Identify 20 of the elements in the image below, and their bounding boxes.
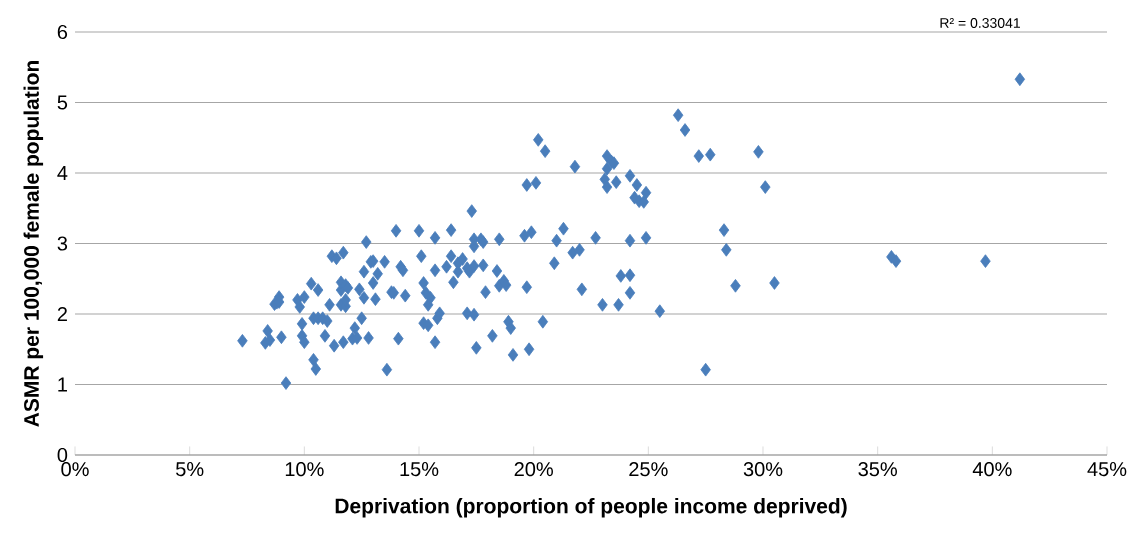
x-tick-label: 10% (285, 462, 324, 477)
x-tick-label: 45% (1087, 462, 1127, 477)
y-tick-label: 3 (57, 236, 68, 251)
x-axis-title: Deprivation (proportion of people income deprived) (335, 497, 847, 518)
y-tick-label: 5 (57, 95, 68, 110)
x-tick-label: 15% (400, 462, 439, 477)
y-tick-label: 1 (58, 377, 67, 392)
x-tick-label: 0% (61, 462, 89, 477)
x-tick-label: 30% (743, 462, 783, 477)
text: R² = 0.33041 (940, 18, 1020, 28)
y-axis-title: ASMR per 100,000 female population (23, 61, 44, 427)
y-tick-label: 4 (57, 166, 68, 180)
x-tick-label: 25% (629, 462, 668, 477)
y-tick-label: 6 (57, 24, 68, 40)
x-tick-label: 5% (176, 462, 204, 477)
x-tick-label: 35% (858, 462, 897, 477)
y-tick-label: 2 (57, 307, 67, 321)
y-tick-label: 0 (57, 447, 68, 463)
x-tick-label: 20% (514, 462, 553, 477)
x-tick-label: 40% (972, 462, 1012, 477)
